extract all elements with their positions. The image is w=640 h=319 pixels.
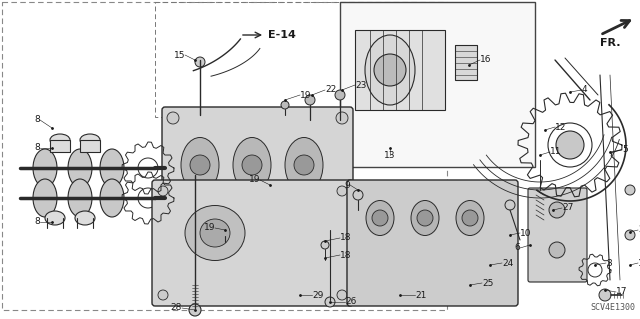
- Ellipse shape: [100, 149, 124, 187]
- Bar: [2, 2, 447, 310]
- Ellipse shape: [68, 179, 92, 217]
- Text: 8: 8: [35, 144, 40, 152]
- Circle shape: [353, 190, 363, 200]
- Ellipse shape: [233, 137, 271, 192]
- Bar: [355, 30, 445, 110]
- Ellipse shape: [285, 137, 323, 192]
- Circle shape: [242, 155, 262, 175]
- Circle shape: [321, 241, 329, 249]
- Text: 25: 25: [482, 278, 493, 287]
- Ellipse shape: [33, 179, 57, 217]
- Text: SCV4E1300: SCV4E1300: [590, 303, 635, 312]
- Text: 16: 16: [480, 56, 492, 64]
- Circle shape: [625, 230, 635, 240]
- Ellipse shape: [75, 211, 95, 225]
- Bar: [340, 2, 535, 167]
- FancyBboxPatch shape: [152, 180, 353, 306]
- Ellipse shape: [68, 149, 92, 187]
- Circle shape: [417, 210, 433, 226]
- Text: FR.: FR.: [600, 38, 621, 48]
- Text: 8: 8: [35, 218, 40, 226]
- Circle shape: [549, 242, 565, 258]
- Ellipse shape: [365, 35, 415, 105]
- Ellipse shape: [185, 205, 245, 261]
- Circle shape: [372, 210, 388, 226]
- Circle shape: [190, 155, 210, 175]
- Text: 10: 10: [520, 228, 531, 238]
- Text: 23: 23: [355, 80, 366, 90]
- Circle shape: [556, 131, 584, 159]
- Text: 11: 11: [550, 147, 561, 157]
- Text: 19: 19: [248, 175, 260, 184]
- Text: 13: 13: [384, 151, 396, 160]
- Circle shape: [337, 186, 347, 196]
- Text: 22: 22: [325, 85, 336, 94]
- Text: 26: 26: [345, 298, 356, 307]
- Circle shape: [167, 112, 179, 124]
- Text: 18: 18: [340, 250, 351, 259]
- Text: 24: 24: [502, 258, 513, 268]
- Text: 14: 14: [638, 258, 640, 268]
- Circle shape: [336, 216, 348, 228]
- Text: 6: 6: [515, 243, 520, 253]
- Text: E-14: E-14: [268, 30, 296, 40]
- Ellipse shape: [33, 149, 57, 187]
- Text: 5: 5: [622, 145, 628, 154]
- Circle shape: [167, 216, 179, 228]
- Circle shape: [337, 290, 347, 300]
- Circle shape: [625, 185, 635, 195]
- Circle shape: [336, 112, 348, 124]
- Circle shape: [305, 95, 315, 105]
- Text: 8: 8: [35, 115, 40, 124]
- Ellipse shape: [200, 219, 230, 247]
- Circle shape: [374, 54, 406, 86]
- Ellipse shape: [50, 134, 70, 146]
- Circle shape: [462, 210, 478, 226]
- Ellipse shape: [100, 179, 124, 217]
- FancyBboxPatch shape: [162, 107, 353, 233]
- Text: 12: 12: [555, 122, 566, 131]
- Ellipse shape: [45, 211, 65, 225]
- Circle shape: [189, 304, 201, 316]
- Text: 18: 18: [340, 234, 351, 242]
- Bar: [455, 45, 477, 80]
- Text: 19: 19: [300, 91, 312, 100]
- Ellipse shape: [181, 137, 219, 192]
- Circle shape: [325, 297, 335, 307]
- Text: 28: 28: [171, 303, 182, 313]
- Circle shape: [505, 200, 515, 210]
- FancyBboxPatch shape: [347, 180, 518, 306]
- FancyBboxPatch shape: [528, 188, 587, 282]
- Text: 21: 21: [415, 291, 426, 300]
- Bar: [80, 140, 100, 152]
- Bar: [155, 2, 340, 117]
- Text: 4: 4: [582, 85, 588, 94]
- Circle shape: [281, 101, 289, 109]
- Ellipse shape: [411, 201, 439, 235]
- Text: 15: 15: [173, 50, 185, 60]
- Circle shape: [158, 186, 168, 196]
- Text: 20: 20: [638, 226, 640, 234]
- Circle shape: [294, 155, 314, 175]
- Circle shape: [158, 290, 168, 300]
- Text: 19: 19: [204, 224, 215, 233]
- Text: 27: 27: [562, 204, 573, 212]
- Ellipse shape: [80, 134, 100, 146]
- Circle shape: [335, 90, 345, 100]
- Text: 3: 3: [606, 258, 612, 268]
- Ellipse shape: [456, 201, 484, 235]
- Text: 29: 29: [312, 291, 323, 300]
- Circle shape: [549, 202, 565, 218]
- Text: 9: 9: [344, 181, 350, 189]
- Text: 17: 17: [616, 287, 627, 296]
- Bar: [50, 140, 70, 152]
- Circle shape: [195, 57, 205, 67]
- Circle shape: [221, 228, 229, 236]
- Circle shape: [599, 289, 611, 301]
- Ellipse shape: [366, 201, 394, 235]
